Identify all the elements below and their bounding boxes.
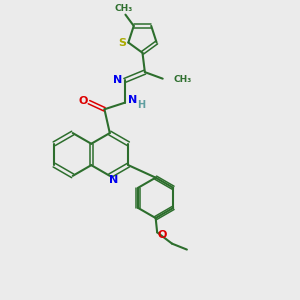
Text: N: N bbox=[113, 75, 123, 85]
Text: O: O bbox=[158, 230, 167, 240]
Text: S: S bbox=[118, 38, 126, 47]
Text: H: H bbox=[137, 100, 145, 110]
Text: N: N bbox=[109, 175, 118, 185]
Text: O: O bbox=[78, 96, 88, 106]
Text: N: N bbox=[128, 95, 138, 105]
Text: CH₃: CH₃ bbox=[173, 75, 191, 84]
Text: CH₃: CH₃ bbox=[115, 4, 133, 13]
